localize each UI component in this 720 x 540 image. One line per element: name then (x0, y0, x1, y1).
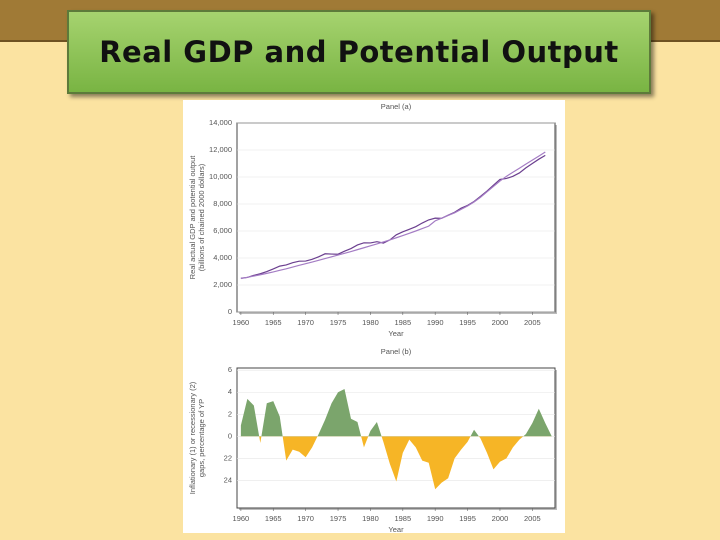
x-tick-label: 1975 (330, 318, 347, 327)
y-tick-label: 6 (228, 365, 232, 374)
y-tick-label: 2 (228, 409, 232, 418)
x-tick-label: 1970 (297, 514, 314, 523)
x-tick-label: 1960 (233, 514, 250, 523)
x-tick-label: 2005 (524, 514, 541, 523)
x-tick-label: 2000 (492, 318, 509, 327)
slide-title: Real GDP and Potential Output (99, 35, 619, 69)
y-tick-label: 24 (224, 475, 232, 484)
x-axis-label: Year (388, 329, 404, 338)
x-tick-label: 1990 (427, 318, 444, 327)
y-tick-label: 0 (228, 431, 232, 440)
title-box: Real GDP and Potential Output (67, 10, 651, 94)
y-tick-label: 2,000 (213, 280, 232, 289)
x-tick-label: 1965 (265, 318, 282, 327)
x-tick-label: 1990 (427, 514, 444, 523)
x-tick-label: 2005 (524, 318, 541, 327)
y-tick-label: 4 (228, 387, 232, 396)
chart-image: Panel (a) 0 2,000 4,000 6,000 8,000 10,000 12,0… (183, 100, 565, 534)
y-axis-label: Inflationary (1) or recessionary (2) (188, 381, 197, 494)
line (240, 151, 546, 280)
x-tick-label: 1995 (459, 514, 476, 523)
x-tick-label: 1975 (330, 514, 347, 523)
y-tick-label: 4,000 (213, 253, 232, 262)
x-tick-label: 1980 (362, 318, 379, 327)
y-tick-label: 0 (228, 307, 232, 316)
x-tick-label: 1970 (297, 318, 314, 327)
y-tick-label: 12,000 (209, 145, 232, 154)
x-tick-label: 1980 (362, 514, 379, 523)
line (240, 154, 546, 279)
x-tick-label: 2000 (492, 514, 509, 523)
x-tick-label: 1960 (233, 318, 250, 327)
x-tick-label: 1995 (459, 318, 476, 327)
x-tick-label: 1985 (394, 318, 411, 327)
x-tick-label: 1965 (265, 514, 282, 523)
plot-area (236, 122, 556, 313)
area-negative (259, 436, 524, 490)
panel-title: Panel (a) (381, 102, 412, 111)
y-axis-label: gaps, percentage of YP (197, 399, 206, 477)
y-tick-label: 22 (224, 453, 232, 462)
y-tick-label: 10,000 (209, 172, 232, 181)
charts: Panel (a) 0 2,000 4,000 6,000 8,000 10,000 12,0… (188, 102, 557, 534)
area-positive (240, 388, 552, 437)
x-axis-label: Year (388, 525, 404, 533)
y-tick-label: 14,000 (209, 118, 232, 127)
y-tick-label: 6,000 (213, 226, 232, 235)
panel-title: Panel (b) (381, 347, 412, 356)
y-axis-label: Real actual GDP and potential output (188, 155, 197, 280)
x-tick-label: 1985 (394, 514, 411, 523)
y-axis-label: (billions of chained 2000 dollars) (197, 163, 206, 271)
y-tick-label: 8,000 (213, 199, 232, 208)
